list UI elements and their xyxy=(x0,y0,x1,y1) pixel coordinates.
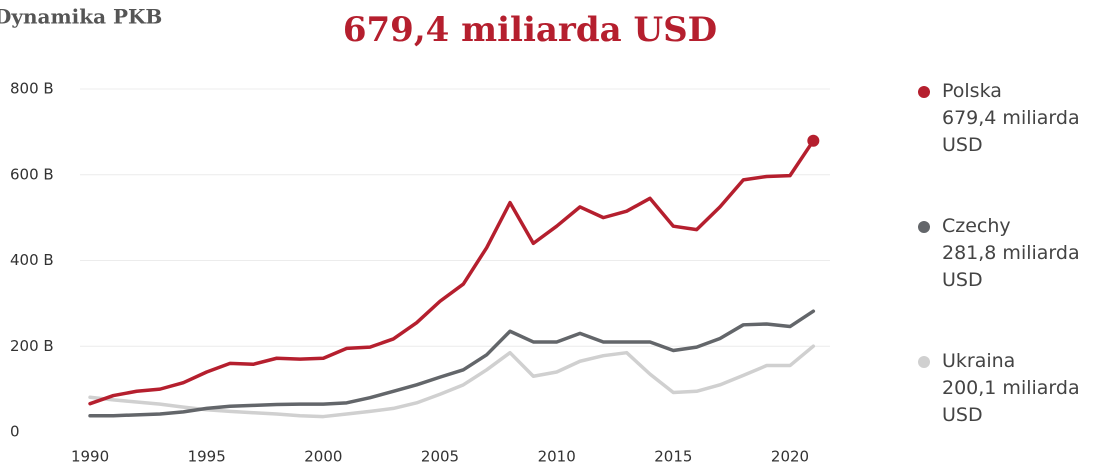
line-series xyxy=(88,138,816,406)
x-tick-label: 2000 xyxy=(304,448,342,466)
x-tick-label: 1995 xyxy=(188,448,226,466)
y-tick-label: 800 B xyxy=(10,80,54,98)
legend-value: 281,8 miliarda USD xyxy=(942,242,1080,291)
y-tick-label: 600 B xyxy=(10,165,54,183)
y-tick-label: 0 xyxy=(10,423,20,441)
legend-name: Ukraina xyxy=(942,350,1016,372)
x-tick-label: 1990 xyxy=(71,448,109,466)
legend-swatch xyxy=(918,86,930,98)
x-tick-label: 2015 xyxy=(654,448,692,466)
legend-value: 200,1 miliarda USD xyxy=(942,377,1080,426)
y-tick-label: 400 B xyxy=(10,251,54,269)
x-tick-label: 2010 xyxy=(538,448,576,466)
x-tick-label: 2020 xyxy=(771,448,809,466)
legend-name: Polska xyxy=(942,80,1002,102)
legend-swatch xyxy=(918,221,930,233)
legend-item: Ukraina 200,1 miliarda USD xyxy=(918,348,1088,429)
legend-name: Czechy xyxy=(942,215,1011,237)
legend-value: 679,4 miliarda USD xyxy=(942,107,1080,156)
chart: Dynamika PKB 679,4 miliarda USD 0 200 B 40… xyxy=(0,5,830,466)
chart-heading: Dynamika PKB xyxy=(0,5,162,29)
legend-item: Polska 679,4 miliarda USD xyxy=(918,78,1088,159)
x-tick-label: 2005 xyxy=(421,448,459,466)
y-tick-label: 200 B xyxy=(10,337,54,355)
legend-swatch xyxy=(918,356,930,368)
legend-item: Czechy 281,8 miliarda USD xyxy=(918,213,1088,294)
end-dot xyxy=(807,134,820,147)
chart-title: 679,4 miliarda USD xyxy=(343,10,717,50)
line-series xyxy=(88,344,816,419)
line-series xyxy=(88,309,816,418)
